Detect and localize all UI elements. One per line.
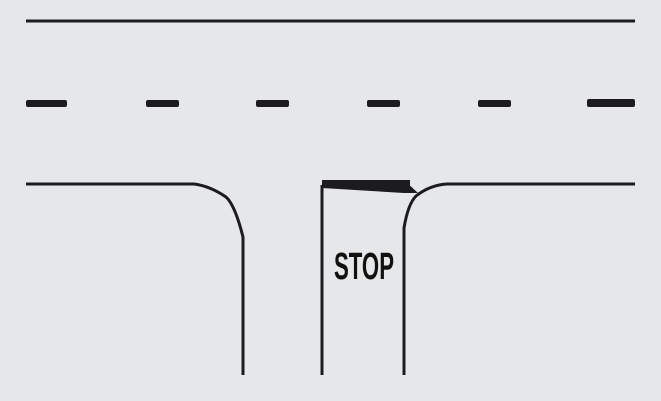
center-dash [146,100,179,107]
stop-line-bar [322,180,410,186]
center-dash [587,99,635,107]
side-road-left-edge [26,182,245,375]
center-dash [256,100,289,107]
stop-pavement-marking: STOP [334,246,394,288]
center-dashed-line [26,99,635,107]
center-dash [26,100,67,107]
side-road-right-edge [402,182,635,375]
center-dash [478,100,511,107]
center-dash [367,100,400,107]
